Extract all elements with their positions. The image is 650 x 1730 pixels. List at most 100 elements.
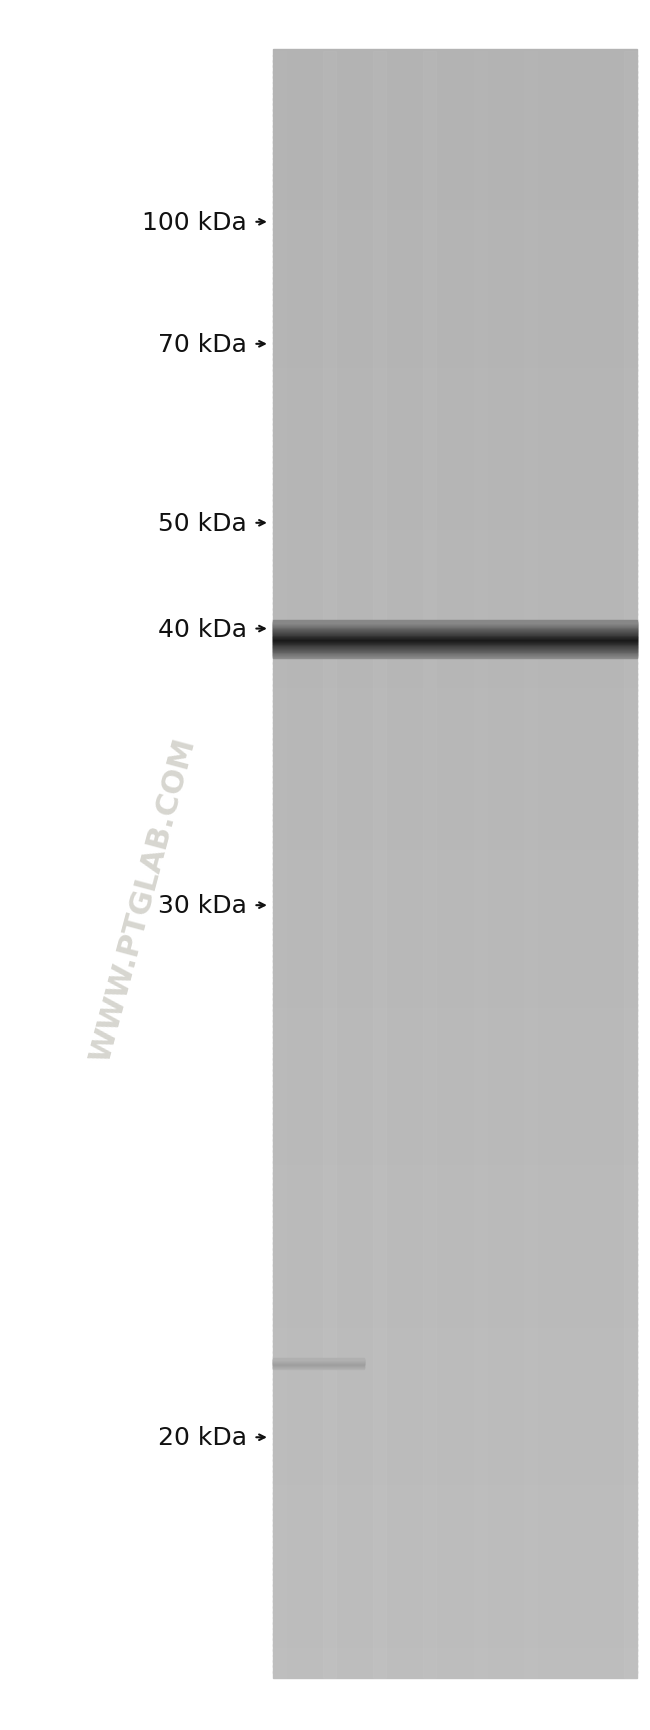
Bar — [273, 413, 637, 420]
Bar — [273, 1661, 637, 1668]
Bar — [273, 159, 637, 166]
Bar — [273, 213, 637, 220]
Bar — [273, 614, 637, 621]
Bar — [273, 637, 637, 640]
Bar — [273, 61, 637, 67]
Bar — [273, 654, 637, 656]
Bar — [373, 52, 386, 1678]
Bar — [273, 640, 637, 642]
Bar — [273, 360, 637, 367]
Bar — [273, 52, 286, 1678]
Bar — [273, 586, 637, 593]
Bar — [273, 1140, 637, 1147]
Bar — [273, 1644, 637, 1650]
Bar — [273, 1194, 637, 1201]
Bar — [273, 317, 637, 324]
Bar — [273, 1064, 637, 1071]
Bar — [273, 284, 637, 291]
Bar — [273, 754, 637, 761]
Bar — [273, 391, 637, 400]
Bar — [273, 180, 637, 187]
Bar — [273, 223, 637, 230]
Bar — [574, 52, 587, 1678]
Bar — [273, 228, 637, 237]
Bar — [273, 1384, 637, 1391]
Bar — [273, 993, 637, 1000]
Bar — [273, 972, 637, 979]
Bar — [273, 934, 637, 941]
Bar — [273, 695, 637, 702]
Bar — [273, 1562, 637, 1569]
Bar — [273, 1303, 637, 1310]
Bar — [273, 1178, 637, 1185]
Bar — [273, 1259, 637, 1266]
Bar — [273, 1460, 637, 1467]
Bar — [273, 645, 637, 649]
Bar — [273, 1059, 637, 1066]
Bar — [273, 1400, 637, 1406]
Bar — [273, 88, 637, 95]
Bar — [273, 635, 637, 644]
Bar — [273, 1080, 637, 1086]
Bar — [273, 1476, 637, 1483]
Bar — [273, 434, 637, 443]
Bar — [273, 1573, 637, 1581]
Bar — [273, 1285, 637, 1294]
Bar — [273, 467, 637, 474]
Bar — [273, 104, 637, 111]
Bar — [273, 836, 637, 843]
Bar — [273, 1519, 637, 1526]
Bar — [624, 52, 637, 1678]
Bar — [273, 256, 637, 263]
Bar — [273, 240, 637, 247]
Bar — [273, 820, 637, 827]
Bar — [273, 78, 637, 85]
Bar — [273, 787, 637, 794]
Bar — [273, 749, 637, 756]
Bar — [273, 1491, 637, 1500]
Bar — [273, 1313, 637, 1320]
Bar — [273, 121, 637, 128]
Bar — [273, 1010, 637, 1017]
Bar — [273, 983, 637, 990]
Bar — [273, 137, 637, 144]
Bar — [273, 853, 637, 860]
Bar — [273, 766, 637, 773]
Bar — [273, 945, 637, 952]
Bar — [273, 1638, 637, 1645]
Bar — [273, 419, 637, 426]
Bar — [273, 798, 637, 806]
Text: WWW.PTGLAB.COM: WWW.PTGLAB.COM — [86, 735, 200, 1064]
Bar — [273, 896, 637, 903]
Bar — [273, 647, 637, 649]
Bar — [273, 772, 637, 778]
Bar — [273, 1097, 637, 1104]
Bar — [273, 1455, 637, 1462]
Text: 40 kDa: 40 kDa — [158, 618, 247, 642]
Text: 30 kDa: 30 kDa — [158, 894, 247, 917]
Bar — [273, 1405, 637, 1412]
Bar — [273, 1173, 637, 1180]
Bar — [273, 1145, 637, 1152]
Bar — [273, 1443, 637, 1450]
Bar — [273, 649, 637, 650]
Bar — [273, 1292, 637, 1299]
Bar — [273, 1123, 637, 1131]
Bar — [273, 1585, 637, 1592]
Bar — [273, 1221, 637, 1228]
Bar — [273, 1448, 637, 1457]
Bar — [273, 185, 637, 192]
Bar — [273, 988, 637, 995]
Bar — [273, 1016, 637, 1022]
Bar — [273, 408, 637, 415]
Bar — [273, 1422, 637, 1429]
Bar — [273, 266, 637, 273]
Bar — [273, 116, 637, 123]
Bar — [273, 561, 637, 567]
Bar — [273, 164, 637, 171]
Bar — [273, 623, 637, 626]
Bar — [273, 131, 637, 138]
Bar — [273, 1481, 637, 1488]
Bar — [273, 619, 637, 626]
Bar — [273, 825, 637, 832]
